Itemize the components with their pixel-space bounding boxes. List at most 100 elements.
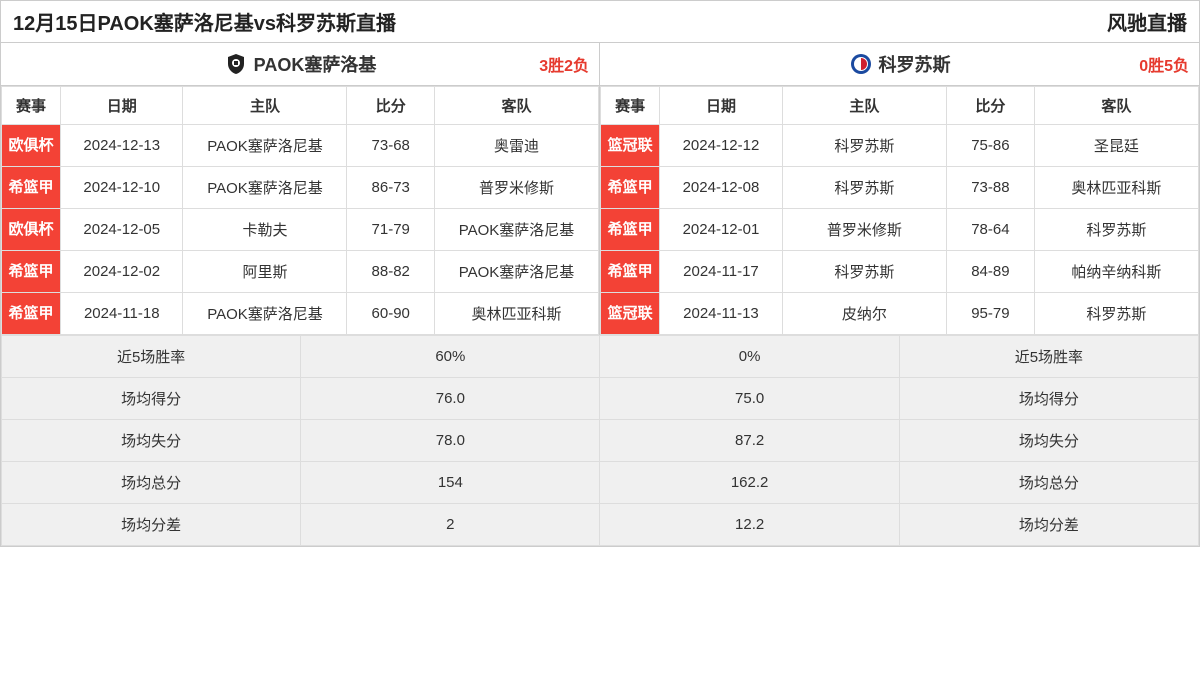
away-cell: 奥雷迪	[434, 125, 598, 167]
summary-right-val: 12.2	[600, 504, 899, 546]
away-cell: 圣昆廷	[1034, 125, 1198, 167]
comp-cell: 希篮甲	[601, 209, 660, 251]
date-cell: 2024-12-13	[61, 125, 183, 167]
date-cell: 2024-12-10	[61, 167, 183, 209]
home-cell: 皮纳尔	[782, 293, 946, 335]
comp-cell: 欧俱杯	[2, 209, 61, 251]
date-cell: 2024-12-02	[61, 251, 183, 293]
summary-right-val: 75.0	[600, 378, 899, 420]
summary-right-val: 87.2	[600, 420, 899, 462]
col-date: 日期	[61, 87, 183, 125]
summary-row-total: 场均总分 154 162.2 场均总分	[2, 462, 1199, 504]
summary-label: 场均分差	[899, 504, 1198, 546]
away-cell: 科罗苏斯	[1034, 209, 1198, 251]
col-score: 比分	[947, 87, 1035, 125]
col-home: 主队	[782, 87, 946, 125]
page-header: 12月15日PAOK塞萨洛尼基vs科罗苏斯直播 风驰直播	[1, 1, 1199, 43]
date-cell: 2024-11-13	[660, 293, 783, 335]
comp-cell: 希篮甲	[601, 167, 660, 209]
paok-logo-icon	[224, 52, 248, 76]
summary-label: 场均失分	[899, 420, 1198, 462]
away-cell: 科罗苏斯	[1034, 293, 1198, 335]
summary-right-val: 162.2	[600, 462, 899, 504]
home-cell: 阿里斯	[183, 251, 347, 293]
summary-right-val: 0%	[600, 336, 899, 378]
date-cell: 2024-11-18	[61, 293, 183, 335]
home-cell: 科罗苏斯	[782, 167, 946, 209]
away-cell: 普罗米修斯	[434, 167, 598, 209]
home-cell: 普罗米修斯	[782, 209, 946, 251]
date-cell: 2024-12-12	[660, 125, 783, 167]
left-games-table: 赛事 日期 主队 比分 客队 欧俱杯2024-12-13PAOK塞萨洛尼基73-…	[1, 86, 599, 335]
left-team-name: PAOK塞萨洛基	[254, 51, 377, 77]
home-cell: PAOK塞萨洛尼基	[183, 167, 347, 209]
teams-split: PAOK塞萨洛基 3胜2负 赛事 日期 主队 比分 客队 欧俱杯2024-12-…	[1, 43, 1199, 335]
left-team-panel: PAOK塞萨洛基 3胜2负 赛事 日期 主队 比分 客队 欧俱杯2024-12-…	[1, 43, 600, 335]
table-row: 希篮甲2024-11-17科罗苏斯84-89帕纳辛纳科斯	[601, 251, 1199, 293]
table-header-row: 赛事 日期 主队 比分 客队	[2, 87, 599, 125]
summary-row-papg: 场均失分 78.0 87.2 场均失分	[2, 420, 1199, 462]
score-cell: 88-82	[347, 251, 434, 293]
right-team-record: 0胜5负	[1139, 52, 1189, 76]
summary-label: 场均失分	[2, 420, 301, 462]
comp-cell: 希篮甲	[2, 293, 61, 335]
away-cell: PAOK塞萨洛尼基	[434, 209, 598, 251]
comp-cell: 篮冠联	[601, 125, 660, 167]
col-date: 日期	[660, 87, 783, 125]
score-cell: 86-73	[347, 167, 434, 209]
table-row: 希篮甲2024-12-02阿里斯88-82PAOK塞萨洛尼基	[2, 251, 599, 293]
site-name: 风驰直播	[1107, 7, 1187, 36]
away-cell: 奥林匹亚科斯	[434, 293, 598, 335]
right-team-name: 科罗苏斯	[879, 51, 951, 77]
summary-label: 场均得分	[899, 378, 1198, 420]
comp-cell: 希篮甲	[601, 251, 660, 293]
comp-cell: 希篮甲	[2, 251, 61, 293]
table-row: 希篮甲2024-12-08科罗苏斯73-88奥林匹亚科斯	[601, 167, 1199, 209]
right-team-panel: 科罗苏斯 0胜5负 赛事 日期 主队 比分 客队 篮冠联2024-12-12科罗…	[600, 43, 1199, 335]
comp-cell: 欧俱杯	[2, 125, 61, 167]
score-cell: 71-79	[347, 209, 434, 251]
right-games-table: 赛事 日期 主队 比分 客队 篮冠联2024-12-12科罗苏斯75-86圣昆廷…	[600, 86, 1199, 335]
table-header-row: 赛事 日期 主队 比分 客队	[601, 87, 1199, 125]
summary-left-val: 2	[301, 504, 600, 546]
away-cell: 奥林匹亚科斯	[1034, 167, 1198, 209]
left-team-header: PAOK塞萨洛基 3胜2负	[1, 43, 599, 86]
col-away: 客队	[434, 87, 598, 125]
score-cell: 95-79	[947, 293, 1035, 335]
left-team-record: 3胜2负	[539, 52, 589, 76]
summary-row-diff: 场均分差 2 12.2 场均分差	[2, 504, 1199, 546]
summary-left-val: 76.0	[301, 378, 600, 420]
score-cell: 78-64	[947, 209, 1035, 251]
summary-table: 近5场胜率 60% 0% 近5场胜率 场均得分 76.0 75.0 场均得分 场…	[1, 335, 1199, 546]
score-cell: 75-86	[947, 125, 1035, 167]
away-cell: 帕纳辛纳科斯	[1034, 251, 1198, 293]
comp-cell: 希篮甲	[2, 167, 61, 209]
col-away: 客队	[1034, 87, 1198, 125]
table-row: 欧俱杯2024-12-13PAOK塞萨洛尼基73-68奥雷迪	[2, 125, 599, 167]
summary-left-val: 78.0	[301, 420, 600, 462]
summary-label: 近5场胜率	[899, 336, 1198, 378]
home-cell: PAOK塞萨洛尼基	[183, 125, 347, 167]
table-row: 希篮甲2024-12-01普罗米修斯78-64科罗苏斯	[601, 209, 1199, 251]
col-comp: 赛事	[601, 87, 660, 125]
table-row: 篮冠联2024-11-13皮纳尔95-79科罗苏斯	[601, 293, 1199, 335]
summary-label: 场均总分	[899, 462, 1198, 504]
table-row: 希篮甲2024-12-10PAOK塞萨洛尼基86-73普罗米修斯	[2, 167, 599, 209]
col-score: 比分	[347, 87, 434, 125]
table-row: 篮冠联2024-12-12科罗苏斯75-86圣昆廷	[601, 125, 1199, 167]
home-cell: 科罗苏斯	[782, 125, 946, 167]
date-cell: 2024-12-01	[660, 209, 783, 251]
summary-label: 场均得分	[2, 378, 301, 420]
score-cell: 60-90	[347, 293, 434, 335]
date-cell: 2024-12-05	[61, 209, 183, 251]
summary-left-val: 60%	[301, 336, 600, 378]
page-title: 12月15日PAOK塞萨洛尼基vs科罗苏斯直播	[13, 7, 396, 36]
comp-cell: 篮冠联	[601, 293, 660, 335]
summary-row-winrate: 近5场胜率 60% 0% 近5场胜率	[2, 336, 1199, 378]
col-home: 主队	[183, 87, 347, 125]
score-cell: 73-88	[947, 167, 1035, 209]
score-cell: 73-68	[347, 125, 434, 167]
table-row: 欧俱杯2024-12-05卡勒夫71-79PAOK塞萨洛尼基	[2, 209, 599, 251]
date-cell: 2024-12-08	[660, 167, 783, 209]
home-cell: PAOK塞萨洛尼基	[183, 293, 347, 335]
